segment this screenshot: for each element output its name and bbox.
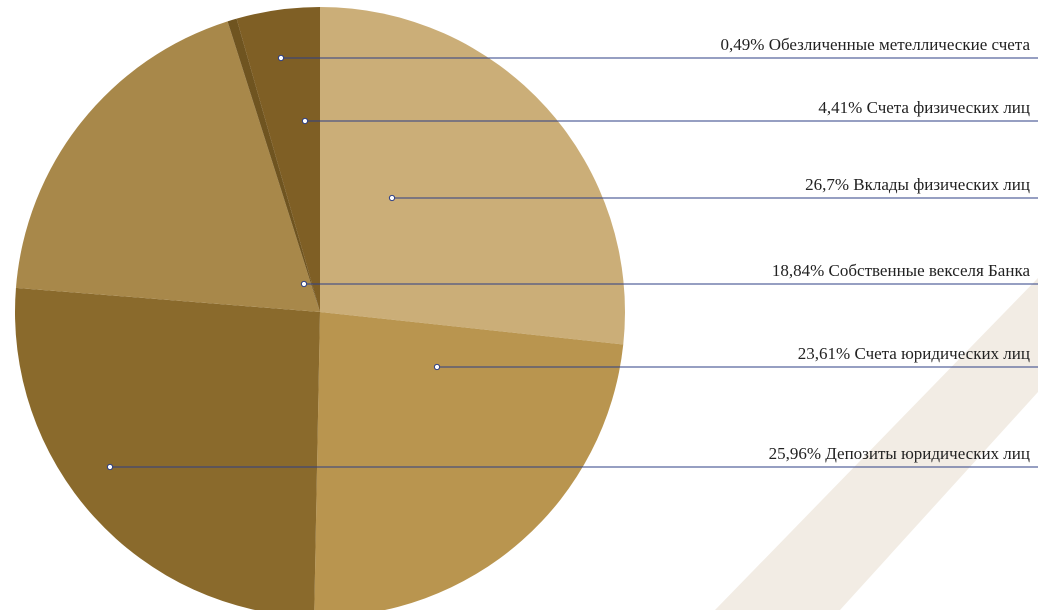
legend-label: 4,41% Счета физических лиц xyxy=(818,98,1030,117)
pie-slice xyxy=(15,21,320,313)
pie-slice xyxy=(320,7,625,345)
value-label: 0,49% xyxy=(721,35,765,54)
leader-dot xyxy=(277,54,285,62)
leader-dot xyxy=(300,280,308,288)
category-label: Вклады физических лиц xyxy=(853,175,1030,194)
pie-slice xyxy=(236,7,320,312)
category-label: Обезличенные метеллические счета xyxy=(769,35,1031,54)
background-stripe xyxy=(715,278,1038,610)
leader-dot xyxy=(106,463,114,471)
leader-dot xyxy=(388,194,396,202)
legend: 0,49% Обезличенные метеллические счета 4,… xyxy=(106,35,1038,471)
pie-slice xyxy=(314,312,624,610)
pie-slice xyxy=(15,287,320,610)
pie xyxy=(15,7,625,610)
leader-dot xyxy=(433,363,441,371)
category-label: Счета физических лиц xyxy=(867,98,1030,117)
value-label: 23,61% xyxy=(798,344,850,363)
category-label: Собственные векселя Банка xyxy=(829,261,1031,280)
value-label: 26,7% xyxy=(805,175,849,194)
category-label: Депозиты юридических лиц xyxy=(825,444,1030,463)
legend-label: 0,49% Обезличенные метеллические счета xyxy=(721,35,1031,54)
leader-dot xyxy=(301,117,309,125)
legend-label: 25,96% Депозиты юридических лиц xyxy=(769,444,1030,463)
value-label: 18,84% xyxy=(772,261,824,280)
pie-slice xyxy=(227,18,320,312)
legend-label: 26,7% Вклады физических лиц xyxy=(805,175,1030,194)
legend-label: 23,61% Счета юридических лиц xyxy=(798,344,1030,363)
category-label: Счета юридических лиц xyxy=(854,344,1030,363)
legend-label: 18,84% Собственные векселя Банка xyxy=(772,261,1031,280)
value-label: 4,41% xyxy=(818,98,862,117)
value-label: 25,96% xyxy=(769,444,821,463)
